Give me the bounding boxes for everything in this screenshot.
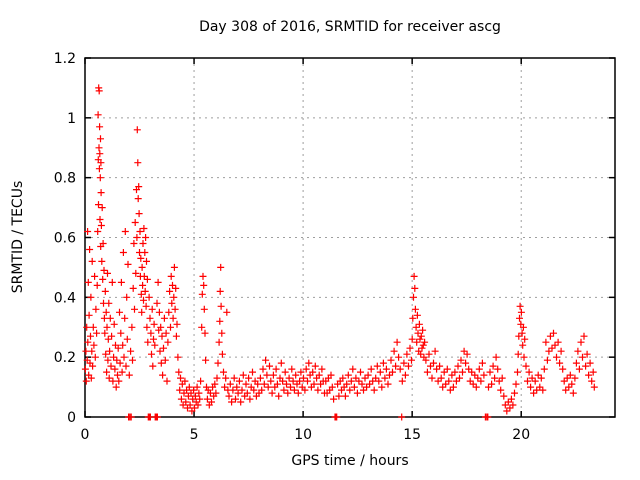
y-tick-label: 0.8 (54, 171, 76, 187)
x-tick-label: 15 (403, 427, 421, 443)
data-points (81, 84, 598, 421)
x-tick-label: 10 (294, 427, 312, 443)
plot-border (84, 57, 616, 418)
x-axis-label: GPS time / hours (291, 453, 408, 469)
y-axis-label: SRMTID / TECUs (10, 181, 26, 294)
y-tick-label: 0.4 (54, 290, 76, 306)
x-tick-label: 0 (81, 427, 90, 443)
x-tick-label: 5 (190, 427, 199, 443)
scatter-plus-markers (81, 84, 598, 421)
x-tick-labels: 0 5 10 15 20 (81, 427, 531, 443)
y-tick-labels: 0 0.2 0.4 0.6 0.8 1 1.2 (54, 51, 76, 426)
y-tick-label: 0.6 (54, 231, 76, 247)
y-tick-label: 0.2 (54, 350, 76, 366)
y-tick-label: 1.2 (54, 51, 76, 67)
y-tick-label: 1 (67, 111, 76, 127)
grid-lines (85, 58, 615, 417)
x-tick-label: 20 (512, 427, 530, 443)
chart-title: Day 308 of 2016, SRMTID for receiver asc… (199, 19, 501, 35)
y-tick-label: 0 (67, 410, 76, 426)
